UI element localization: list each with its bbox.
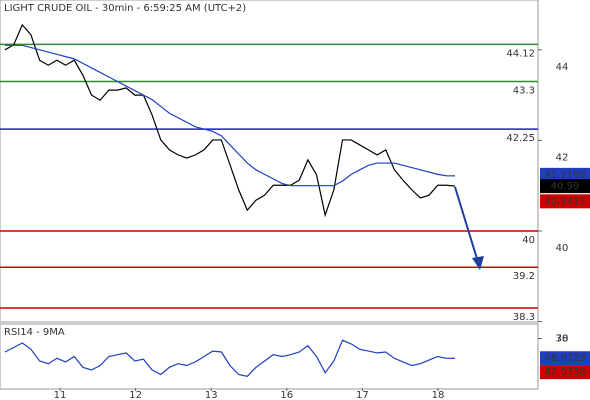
y-tick-label: 70 xyxy=(556,334,569,345)
y-tick-label: 40 xyxy=(556,243,569,254)
y-tick-label: 38 xyxy=(556,334,569,345)
x-tick-label: 13 xyxy=(205,390,218,400)
x-tick-label: 18 xyxy=(432,390,445,400)
main-panel xyxy=(0,0,539,323)
y-tick-label: 44 xyxy=(556,62,569,73)
level-label: 40 xyxy=(522,235,535,246)
series-line xyxy=(4,23,456,218)
level-label: 42.25 xyxy=(506,133,535,144)
value-tag-label: 47.0738 xyxy=(544,367,585,378)
x-tick-label: 11 xyxy=(54,390,67,400)
level-label: 38.3 xyxy=(513,312,535,323)
series-line xyxy=(5,44,456,187)
x-tick-label: 12 xyxy=(129,390,142,400)
value-tag xyxy=(540,194,590,209)
forecast-arrow xyxy=(454,186,484,270)
rsi-title: RSI14 - 9MA xyxy=(4,327,65,338)
x-tick-label: 16 xyxy=(280,390,293,400)
level-label: 44.12 xyxy=(506,48,535,59)
chart-title: LIGHT CRUDE OIL - 30min - 6:59:25 AM (UT… xyxy=(4,3,246,14)
value-tag-label: 41.2168 xyxy=(544,170,585,181)
value-tag-label: 40.99 xyxy=(551,181,580,192)
value-tag xyxy=(540,365,590,380)
value-tag-label: 48.0729 xyxy=(544,353,585,364)
y-tick-label: 42 xyxy=(556,152,569,163)
series-line xyxy=(4,339,456,377)
rsi-panel xyxy=(0,323,539,390)
level-label: 39.2 xyxy=(513,271,535,282)
x-tick-label: 17 xyxy=(356,390,369,400)
value-tag xyxy=(540,179,590,194)
value-tag xyxy=(540,351,590,366)
level-label: 43.3 xyxy=(513,86,535,97)
value-tag xyxy=(540,167,590,182)
value-tag-label: 40.9415 xyxy=(544,196,585,207)
